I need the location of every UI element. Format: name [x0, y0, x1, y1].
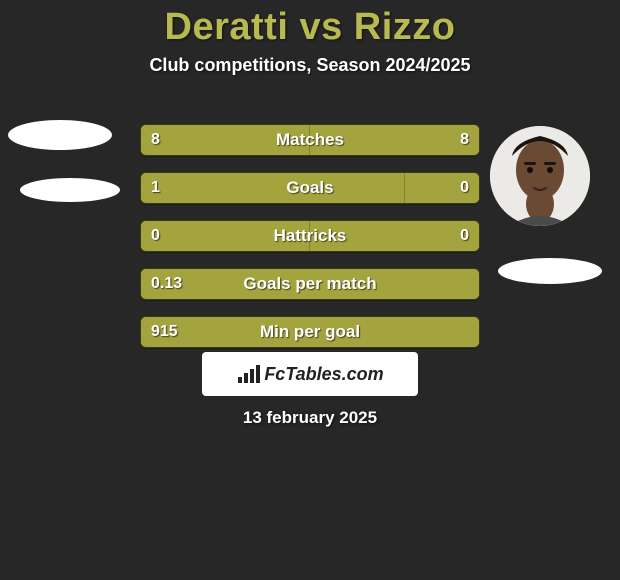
left-player-blob-1	[8, 120, 112, 150]
left-player-blob-2	[20, 178, 120, 202]
stat-row-hattricks: 0 Hattricks 0	[140, 220, 480, 252]
stat-value-right: 8	[460, 125, 469, 155]
right-player-avatar	[490, 126, 590, 226]
stat-label: Matches	[141, 125, 479, 155]
date-label: 13 february 2025	[0, 408, 620, 428]
stat-row-min-per-goal: 915 Min per goal	[140, 316, 480, 348]
stat-label: Goals	[141, 173, 479, 203]
stat-label: Hattricks	[141, 221, 479, 251]
comparison-card: Deratti vs Rizzo Club competitions, Seas…	[0, 0, 620, 580]
stat-row-goals-per-match: 0.13 Goals per match	[140, 268, 480, 300]
stats-panel: 8 Matches 8 1 Goals 0 0 Hattricks 0 0.13…	[140, 124, 480, 364]
fctables-logo: FcTables.com	[202, 352, 418, 396]
logo-text: FcTables.com	[264, 364, 383, 385]
stat-value-right: 0	[460, 173, 469, 203]
page-title: Deratti vs Rizzo	[0, 0, 620, 49]
right-player-blob	[498, 258, 602, 284]
stat-value-right: 0	[460, 221, 469, 251]
stat-label: Min per goal	[141, 317, 479, 347]
stat-row-goals: 1 Goals 0	[140, 172, 480, 204]
bar-chart-icon	[236, 363, 262, 385]
stat-label: Goals per match	[141, 269, 479, 299]
stat-row-matches: 8 Matches 8	[140, 124, 480, 156]
page-subtitle: Club competitions, Season 2024/2025	[0, 55, 620, 76]
